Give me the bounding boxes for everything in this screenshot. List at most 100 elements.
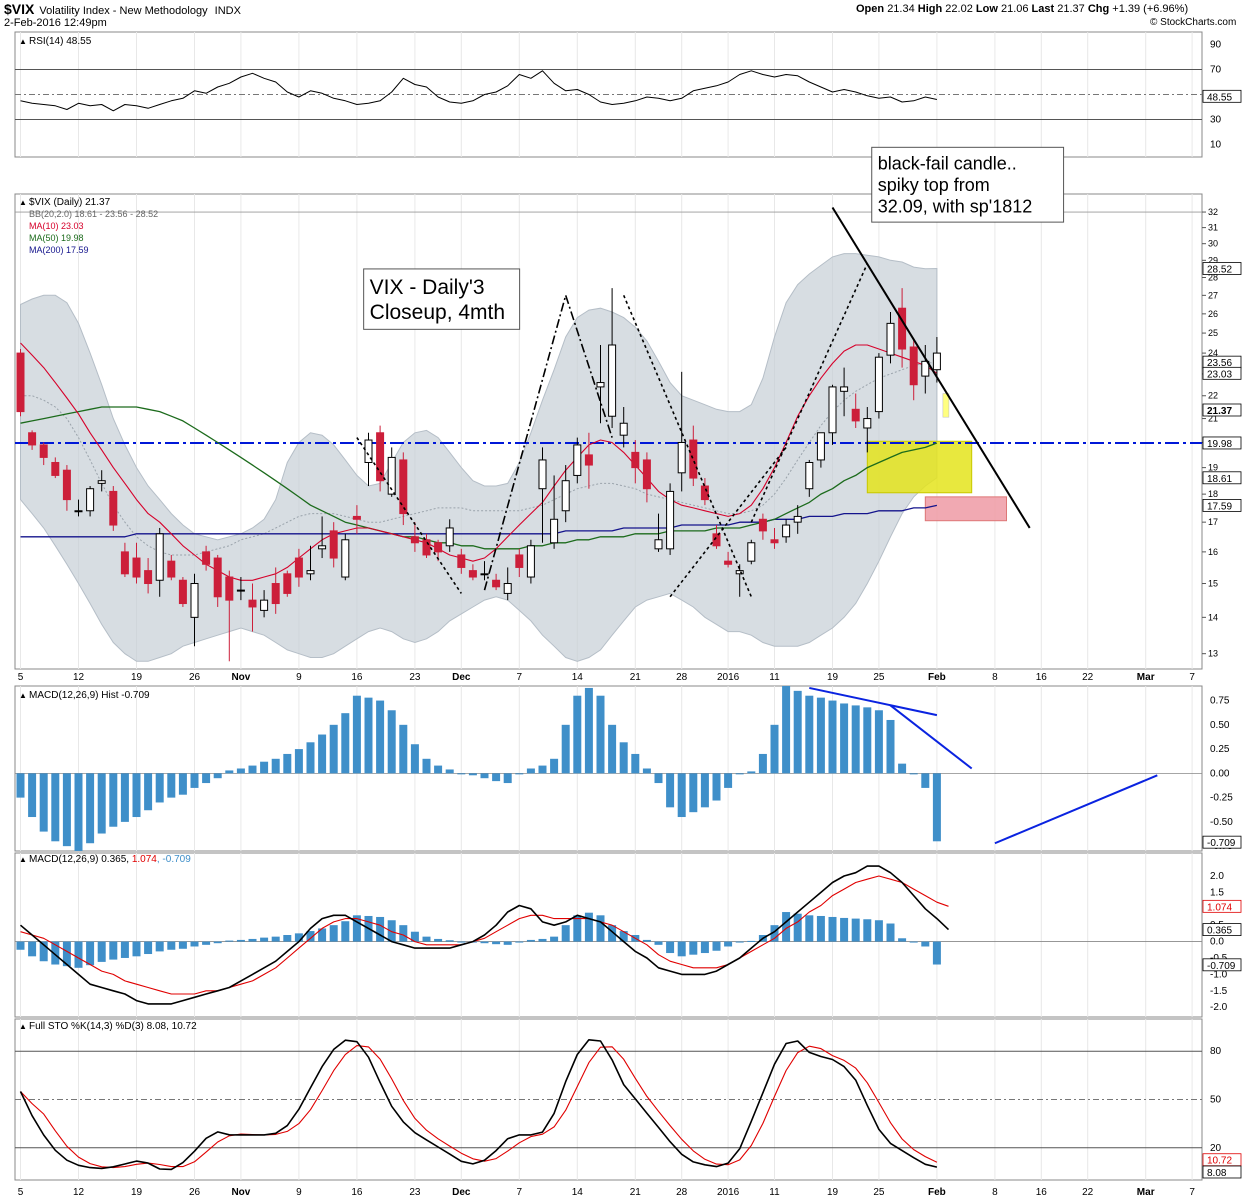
hist-bar [793, 690, 802, 774]
price-y-tick: 19 [1208, 463, 1218, 473]
candle-body [364, 439, 373, 463]
macd-hist-bar [329, 925, 338, 942]
hist-legend-icon: ▲ [19, 691, 27, 700]
candle-body [898, 307, 907, 350]
hist-bar [16, 773, 25, 798]
candle-body [445, 527, 454, 547]
x-tick-label: 16 [351, 672, 363, 683]
macd-hist-bar [700, 941, 709, 954]
candle-body [329, 530, 338, 559]
sto-y-tick: 80 [1210, 1046, 1222, 1057]
hist-trend-line [889, 704, 973, 770]
hist-bar [770, 724, 779, 774]
macd-hist-bar [144, 941, 153, 955]
candle-body [120, 551, 129, 575]
sto-legend: Full STO %K(14,3) %D(3) 8.08, 10.72 [29, 1021, 197, 1032]
hist-bar [318, 734, 327, 774]
macd-hist-bar [515, 941, 524, 943]
macd-legend-signal: 1.074 [132, 854, 157, 865]
macd-hist-bar [434, 938, 443, 942]
hist-bar [97, 773, 106, 834]
macd-hist-bar [805, 915, 814, 942]
candle-body [62, 469, 71, 501]
macd-hist-bar [236, 939, 245, 942]
candle-body [550, 518, 559, 544]
x-tick-label: 23 [409, 672, 421, 683]
exchange: INDX [214, 5, 241, 17]
hist-bar [364, 697, 373, 774]
hist-bar [921, 773, 930, 788]
macd-hist-bar [86, 941, 95, 966]
hist-bar [898, 763, 907, 774]
candle-body [666, 490, 675, 550]
hist-bar [399, 724, 408, 774]
candle-body [932, 352, 941, 371]
hist-bar [178, 773, 187, 795]
x-tick-label: 11 [769, 672, 780, 683]
candle-body [677, 441, 686, 474]
chart-date: 2-Feb-2016 12:49pm [4, 17, 107, 29]
hist-bar [387, 710, 396, 774]
price-current-box [1202, 471, 1242, 485]
hist-bar [874, 710, 883, 774]
candle-body [294, 557, 303, 578]
rsi-y-tick: 30 [1210, 115, 1222, 126]
low-value: 21.06 [1000, 3, 1029, 15]
macd-hist-bar [445, 940, 454, 942]
candle-body [747, 542, 756, 562]
last-value: 21.37 [1057, 3, 1085, 15]
macd-hist-bar [294, 933, 303, 942]
hist-y-tick: -0.25 [1210, 793, 1233, 804]
candle-body [886, 322, 895, 356]
macd-hist-bar [793, 913, 802, 942]
hist-bar [608, 724, 617, 774]
bb-legend: BB(20,2.0) 18.61 - 23.56 - 28.52 [29, 209, 158, 219]
yellow-zone [866, 440, 973, 494]
macd-y-tick: -2.0 [1210, 1002, 1228, 1013]
macd-hist-bar [526, 939, 535, 942]
x-tick-label: 28 [676, 672, 688, 683]
candle-body [584, 454, 593, 466]
hist-bar [120, 773, 129, 822]
ma200-legend: MA(200) 17.59 [29, 245, 89, 255]
x-tick-label: 5 [18, 672, 24, 683]
macd-hist-bar [874, 920, 883, 942]
x-tick-label: 8 [992, 672, 998, 683]
annotation-text: 32.09, with sp'1812 [878, 197, 1033, 217]
candle-body [874, 356, 883, 413]
annotation-text: black-fail candle.. [878, 153, 1017, 173]
macd-hist-bar [387, 920, 396, 942]
candle-body [782, 524, 791, 538]
hist-bar [260, 761, 269, 774]
hist-bar [747, 771, 756, 774]
ma50-legend: MA(50) 19.98 [29, 233, 84, 243]
price-y-tick: 32 [1208, 207, 1218, 217]
candle-body [631, 451, 640, 469]
macd-hist-bar [167, 941, 176, 950]
x-tick-label-bottom: 21 [630, 1187, 642, 1198]
hist-bar [39, 773, 48, 832]
price-y-tick: 26 [1208, 309, 1218, 319]
hist-bar [538, 765, 547, 774]
hist-current-box [1202, 835, 1242, 849]
hist-bar [596, 695, 605, 774]
candle-body [828, 386, 837, 434]
annotation-text: spiky top from [878, 175, 990, 195]
sto-k-line [19, 1039, 938, 1171]
hist-y-tick: 0.75 [1210, 696, 1230, 707]
x-tick-label-bottom: 22 [1082, 1187, 1094, 1198]
macd-hist-bar [109, 941, 118, 960]
chg-label: Chg [1087, 3, 1110, 15]
candle-body [608, 344, 617, 417]
open-value: 21.34 [887, 3, 915, 15]
candle-body [74, 510, 83, 513]
macd-hist-bar [666, 941, 675, 954]
x-tick-label: Feb [928, 672, 946, 683]
hist-bar [480, 773, 489, 779]
x-tick-label-bottom: 9 [296, 1187, 302, 1198]
candle-body [51, 461, 60, 476]
hist-bar [700, 773, 709, 808]
macd-hist-bar [724, 941, 733, 947]
macd-hist-bar [828, 916, 837, 942]
x-tick-label: 14 [572, 672, 584, 683]
